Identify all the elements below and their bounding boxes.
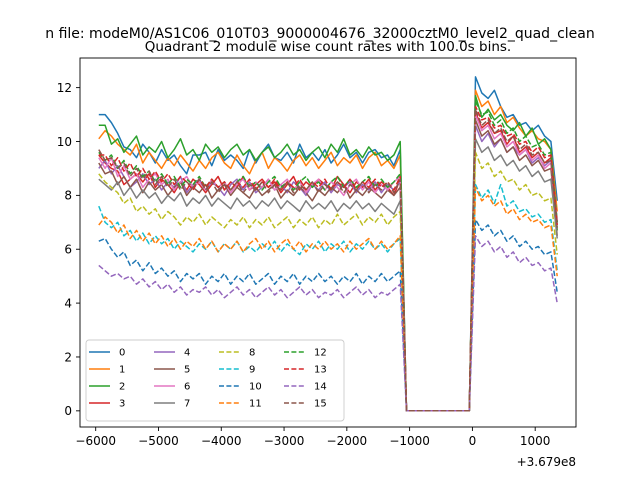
legend-label-15: 15 (314, 399, 327, 410)
legend-label-3: 3 (119, 399, 125, 410)
x-tick-label: −3000 (264, 434, 305, 448)
x-tick-label: −6000 (75, 434, 116, 448)
series-line-8 (98, 151, 558, 412)
x-tick-label: 1000 (520, 434, 551, 448)
series-layer (98, 76, 558, 412)
legend-label-11: 11 (249, 399, 262, 410)
legend-label-4: 4 (184, 348, 190, 359)
y-tick-label: 8 (64, 189, 72, 203)
legend-label-7: 7 (184, 399, 190, 410)
series-line-13 (98, 105, 558, 412)
x-tick-label: −1000 (389, 434, 430, 448)
x-axis-offset-label: +3.679e8 (517, 455, 576, 469)
series-line-15 (98, 108, 558, 412)
legend-label-8: 8 (249, 348, 255, 359)
series-line-1 (98, 89, 558, 412)
legend-label-1: 1 (119, 365, 125, 376)
legend-label-2: 2 (119, 382, 125, 393)
legend-label-13: 13 (314, 365, 327, 376)
series-line-9 (98, 183, 558, 412)
legend-label-12: 12 (314, 348, 327, 359)
legend-label-10: 10 (249, 382, 262, 393)
y-axis: 0 2 4 6 8 10 12 (57, 81, 80, 418)
axes-frame (79, 57, 577, 428)
legend-label-9: 9 (249, 365, 255, 376)
y-tick-label: 4 (64, 296, 72, 310)
y-tick-label: 0 (64, 404, 72, 418)
y-tick-label: 12 (57, 81, 72, 95)
legend-label-6: 6 (184, 382, 190, 393)
series-line-14 (98, 235, 558, 412)
x-axis: −6000 −5000 −4000 −3000 −2000 −1000 0 1000 (75, 427, 550, 448)
y-tick-label: 10 (57, 135, 72, 149)
x-tick-label: −5000 (138, 434, 179, 448)
series-line-7 (98, 138, 558, 412)
x-tick-label: −4000 (201, 434, 242, 448)
y-tick-label: 6 (64, 243, 72, 257)
legend-label-14: 14 (314, 382, 327, 393)
series-line-2 (98, 94, 558, 412)
series-line-11 (98, 186, 558, 412)
y-tick-label: 2 (64, 350, 72, 364)
legend-label-0: 0 (119, 348, 125, 359)
series-line-12 (98, 100, 558, 412)
chart-title: Quadrant 2 module wise count rates with … (145, 39, 511, 55)
x-tick-label: 0 (469, 434, 477, 448)
x-tick-label: −2000 (327, 434, 368, 448)
legend-frame (85, 339, 345, 422)
series-line-5 (98, 119, 558, 412)
series-line-10 (98, 218, 558, 412)
legend-label-5: 5 (184, 365, 190, 376)
figure-suptitle: n file: modeM0/AS1C06_010T03_9000004676_… (45, 26, 594, 42)
